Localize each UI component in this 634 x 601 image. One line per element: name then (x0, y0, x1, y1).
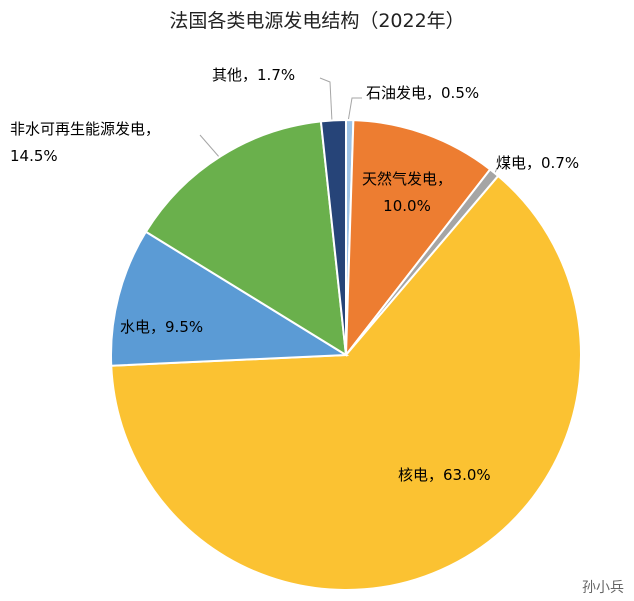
data-label: 水电，9.5% (120, 314, 230, 341)
value-label: 63.0% (443, 466, 491, 484)
category-label: 天然气发电， (361, 170, 452, 188)
pie-slice (344, 119, 492, 359)
pie-slice (110, 230, 350, 367)
leader-line (319, 77, 333, 123)
value-label: 10.0% (383, 197, 431, 215)
chart-title: 法国各类电源发电结构（2022年） (169, 10, 465, 32)
data-label: 天然气发电， 10.0% (352, 166, 462, 220)
data-label: 核电，63.0% (398, 462, 528, 489)
watermark: 孙小兵 (582, 580, 624, 596)
leader-line (199, 134, 221, 159)
value-label: 14.5% (10, 147, 58, 165)
leader-line (347, 97, 362, 123)
data-label: 煤电，0.7% (496, 150, 606, 177)
category-label: 非水可再生能源发电， (10, 120, 161, 138)
data-label: 石油发电，0.5% (366, 80, 526, 107)
category-label: 核电， (398, 466, 444, 484)
category-label: 石油发电， (366, 84, 442, 102)
category-label: 煤电， (496, 154, 542, 172)
value-label: 0.7% (541, 154, 580, 172)
pie-slice (319, 118, 347, 356)
category-label: 其他， (212, 66, 258, 84)
data-label: 非水可再生能源发电， 14.5% (10, 116, 190, 170)
category-label: 水电， (120, 318, 166, 336)
pie-slice (144, 120, 348, 357)
value-label: 1.7% (257, 66, 296, 84)
pie-slice (110, 174, 582, 591)
value-label: 0.5% (441, 84, 480, 102)
value-label: 9.5% (165, 318, 204, 336)
data-label: 其他，1.7% (212, 62, 332, 89)
